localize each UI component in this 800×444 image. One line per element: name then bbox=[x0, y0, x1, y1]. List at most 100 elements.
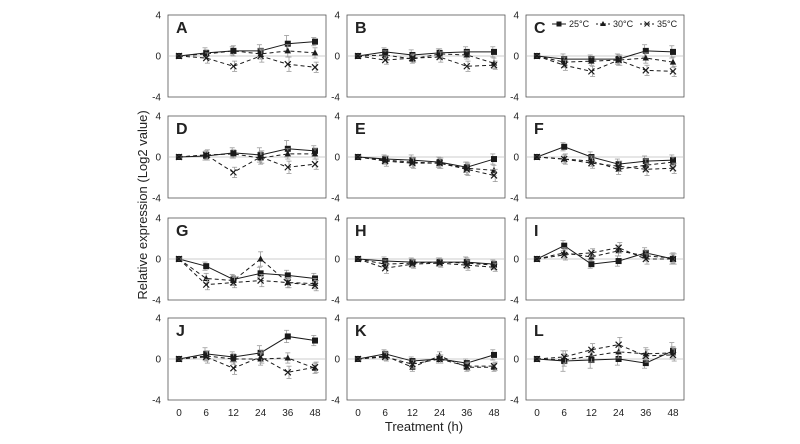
x-tick-label: 12 bbox=[407, 408, 419, 419]
y-tick-label: -4 bbox=[152, 93, 161, 104]
marker-square bbox=[312, 38, 318, 45]
marker-cross bbox=[642, 352, 650, 360]
marker-square bbox=[284, 333, 291, 340]
panel-k: 4 0 -4 0 6 12 24 36 48 K bbox=[331, 314, 506, 419]
marker-triangle bbox=[311, 150, 319, 157]
legend-marker-cross bbox=[644, 21, 650, 27]
marker-square bbox=[642, 360, 649, 367]
x-tick-label: 48 bbox=[667, 408, 679, 419]
x-tick-label: 36 bbox=[282, 408, 294, 419]
series-line-1 bbox=[357, 353, 495, 364]
x-tick-label: 48 bbox=[309, 408, 321, 419]
series-line-2 bbox=[357, 258, 495, 266]
y-tick-label: 0 bbox=[155, 153, 161, 164]
series-line-3 bbox=[536, 55, 674, 72]
panel-letter: L bbox=[534, 323, 544, 340]
y-tick-label: -4 bbox=[152, 296, 161, 307]
y-tick-label: 4 bbox=[334, 11, 340, 22]
legend-marker-triangle bbox=[600, 21, 606, 26]
y-tick-label: 0 bbox=[513, 52, 519, 63]
panel-letter: E bbox=[355, 121, 366, 138]
panel-letter: I bbox=[534, 223, 538, 240]
marker-square bbox=[642, 47, 649, 54]
marker-square bbox=[203, 263, 210, 270]
y-tick-label: 4 bbox=[513, 214, 519, 225]
y-tick-label: 4 bbox=[513, 112, 519, 123]
series-line-2 bbox=[357, 53, 495, 64]
panel-l: 4 0 -4 0 6 12 24 36 48 L bbox=[510, 314, 685, 419]
series-line-2 bbox=[178, 258, 316, 285]
marker-cross bbox=[560, 61, 568, 69]
panel-j: 4 0 -4 0 6 12 24 36 48 J bbox=[152, 314, 327, 419]
legend-label: 25°C bbox=[569, 19, 590, 29]
marker-cross bbox=[587, 159, 595, 167]
series-line-3 bbox=[178, 356, 316, 373]
marker-square bbox=[491, 351, 497, 358]
y-tick-label: 4 bbox=[334, 314, 340, 325]
marker-cross bbox=[615, 56, 623, 64]
panel-letter: K bbox=[355, 323, 367, 340]
x-tick-label: 24 bbox=[434, 408, 446, 419]
x-tick-label: 36 bbox=[461, 408, 473, 419]
series-line-3 bbox=[178, 55, 316, 68]
marker-triangle bbox=[615, 165, 622, 172]
marker-cross bbox=[615, 162, 623, 170]
marker-square bbox=[588, 261, 595, 268]
series-line-3 bbox=[178, 258, 316, 287]
y-tick-label: 0 bbox=[513, 255, 519, 266]
marker-cross bbox=[669, 255, 677, 263]
series-line-1 bbox=[178, 41, 316, 57]
marker-cross bbox=[354, 52, 362, 60]
marker-cross bbox=[175, 153, 183, 161]
marker-triangle bbox=[588, 253, 595, 260]
marker-square bbox=[561, 242, 568, 249]
series-line-1 bbox=[536, 245, 674, 265]
marker-triangle bbox=[669, 58, 677, 65]
marker-cross bbox=[587, 67, 595, 75]
legend-label: 35°C bbox=[657, 19, 678, 29]
marker-cross bbox=[560, 155, 568, 163]
marker-cross bbox=[408, 260, 416, 268]
marker-cross bbox=[669, 164, 677, 172]
panel-b: 4 0 -4 B bbox=[331, 11, 506, 104]
marker-square bbox=[312, 337, 318, 344]
series-line-1 bbox=[536, 350, 674, 364]
marker-cross bbox=[381, 157, 389, 165]
marker-cross bbox=[408, 159, 416, 167]
series-line-1 bbox=[178, 148, 316, 158]
marker-cross bbox=[463, 261, 471, 269]
marker-cross bbox=[381, 56, 389, 64]
panel-letter: C bbox=[534, 20, 546, 37]
panel-letter: B bbox=[355, 20, 367, 37]
marker-cross bbox=[642, 255, 650, 263]
marker-cross bbox=[490, 61, 498, 69]
x-tick-label: 6 bbox=[382, 408, 388, 419]
marker-cross bbox=[463, 62, 471, 70]
marker-triangle bbox=[615, 348, 622, 355]
y-tick-label: 0 bbox=[513, 355, 519, 366]
panel-letter: F bbox=[534, 121, 544, 138]
marker-triangle bbox=[463, 51, 470, 58]
marker-cross bbox=[284, 163, 292, 171]
legend: 25°C 30°C 35°C bbox=[552, 19, 678, 29]
panel-letter: D bbox=[176, 121, 188, 138]
y-tick-label: -4 bbox=[152, 194, 161, 205]
marker-cross bbox=[560, 251, 568, 259]
y-tick-label: 0 bbox=[155, 255, 161, 266]
series-line-3 bbox=[536, 247, 673, 260]
panel-h: 4 0 -4 H bbox=[331, 214, 506, 307]
marker-cross bbox=[284, 60, 292, 68]
marker-cross bbox=[257, 353, 265, 361]
y-tick-label: 0 bbox=[334, 153, 340, 164]
series-line-2 bbox=[357, 355, 494, 368]
y-tick-label: -4 bbox=[510, 396, 519, 407]
marker-cross bbox=[381, 264, 389, 272]
marker-cross bbox=[175, 255, 183, 263]
marker-cross bbox=[257, 153, 265, 161]
y-tick-label: -4 bbox=[152, 396, 161, 407]
series-line-2 bbox=[536, 351, 674, 361]
marker-cross bbox=[354, 355, 362, 363]
marker-square bbox=[284, 40, 291, 47]
